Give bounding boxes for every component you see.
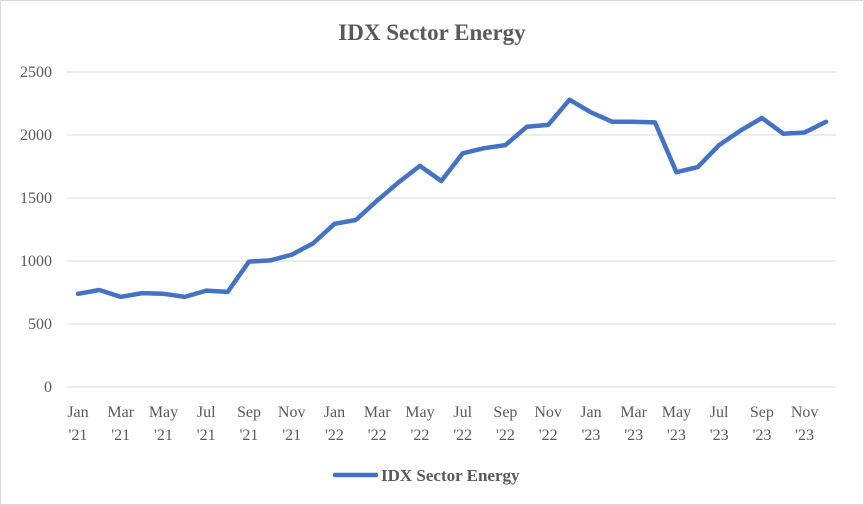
x-tick-year: '21 [197, 427, 216, 444]
x-tick-year: '22 [539, 427, 558, 444]
y-tick-label: 0 [44, 379, 52, 396]
x-tick-label: May '23 [662, 404, 691, 444]
x-tick-month: Mar [364, 404, 391, 421]
x-tick-month: Nov [791, 404, 819, 421]
x-tick-label: Mar '23 [620, 404, 647, 444]
gridlines [67, 71, 836, 388]
chart-title: IDX Sector Energy [338, 20, 526, 45]
x-tick-label: Sep '23 [750, 404, 774, 444]
x-tick-label: May '21 [149, 404, 178, 444]
x-tick-label: Mar '22 [364, 404, 391, 444]
x-tick-year: '21 [69, 427, 88, 444]
legend-label: IDX Sector Energy [381, 466, 520, 485]
x-tick-label: Jul '22 [453, 404, 472, 444]
x-tick-month: Jul [197, 404, 216, 421]
y-tick-label: 2000 [20, 127, 52, 144]
x-tick-year: '23 [710, 427, 729, 444]
x-tick-year: '23 [624, 427, 643, 444]
x-tick-year: '23 [795, 427, 814, 444]
y-axis-tick-labels: 0 500 1000 1500 2000 2500 [20, 64, 52, 396]
x-tick-label: Nov '23 [791, 404, 819, 444]
x-tick-label: Mar '21 [107, 404, 134, 444]
x-tick-label: Sep '21 [237, 404, 261, 444]
x-tick-month: Jan [67, 404, 88, 421]
x-tick-month: Jul [453, 404, 472, 421]
y-tick-label: 1500 [20, 190, 52, 207]
x-tick-month: May [662, 404, 691, 421]
x-tick-label: Jul '21 [197, 404, 216, 444]
x-tick-month: Jan [324, 404, 345, 421]
x-tick-label: Nov '22 [534, 404, 562, 444]
x-tick-month: Mar [620, 404, 647, 421]
x-tick-month: Nov [278, 404, 306, 421]
x-tick-year: '21 [111, 427, 130, 444]
x-tick-month: Sep [493, 404, 517, 421]
x-tick-label: Sep '22 [493, 404, 517, 444]
x-tick-label: Jul '23 [710, 404, 729, 444]
x-tick-year: '21 [240, 427, 259, 444]
x-tick-year: '22 [325, 427, 344, 444]
series-line-idx-sector-energy [75, 97, 829, 300]
y-tick-label: 1000 [20, 253, 52, 270]
x-tick-month: Mar [107, 404, 134, 421]
x-tick-month: May [149, 404, 178, 421]
legend: IDX Sector Energy [332, 466, 520, 485]
x-tick-label: Jan '22 [324, 404, 345, 444]
x-tick-year: '23 [667, 427, 686, 444]
series-layer [75, 97, 829, 300]
x-tick-label: Jan '23 [580, 404, 601, 444]
x-tick-year: '22 [410, 427, 429, 444]
y-tick-label: 2500 [20, 64, 52, 81]
x-tick-month: Sep [237, 404, 261, 421]
x-tick-month: Nov [534, 404, 562, 421]
x-tick-year: '23 [752, 427, 771, 444]
x-tick-month: Jul [710, 404, 729, 421]
x-tick-year: '21 [154, 427, 173, 444]
x-tick-label: Jan '21 [67, 404, 88, 444]
x-tick-year: '22 [496, 427, 515, 444]
x-tick-label: May '22 [405, 404, 434, 444]
x-tick-month: Jan [580, 404, 601, 421]
x-tick-year: '22 [368, 427, 387, 444]
x-tick-year: '23 [581, 427, 600, 444]
x-axis-tick-labels: Jan '21 Mar '21 May '21 Jul '21 Sep '21 Nov '21 Jan '… [67, 404, 818, 444]
x-tick-year: '21 [282, 427, 301, 444]
x-tick-month: Sep [750, 404, 774, 421]
y-tick-label: 500 [28, 316, 52, 333]
x-tick-label: Nov '21 [278, 404, 306, 444]
x-tick-month: May [405, 404, 434, 421]
x-tick-year: '22 [453, 427, 472, 444]
